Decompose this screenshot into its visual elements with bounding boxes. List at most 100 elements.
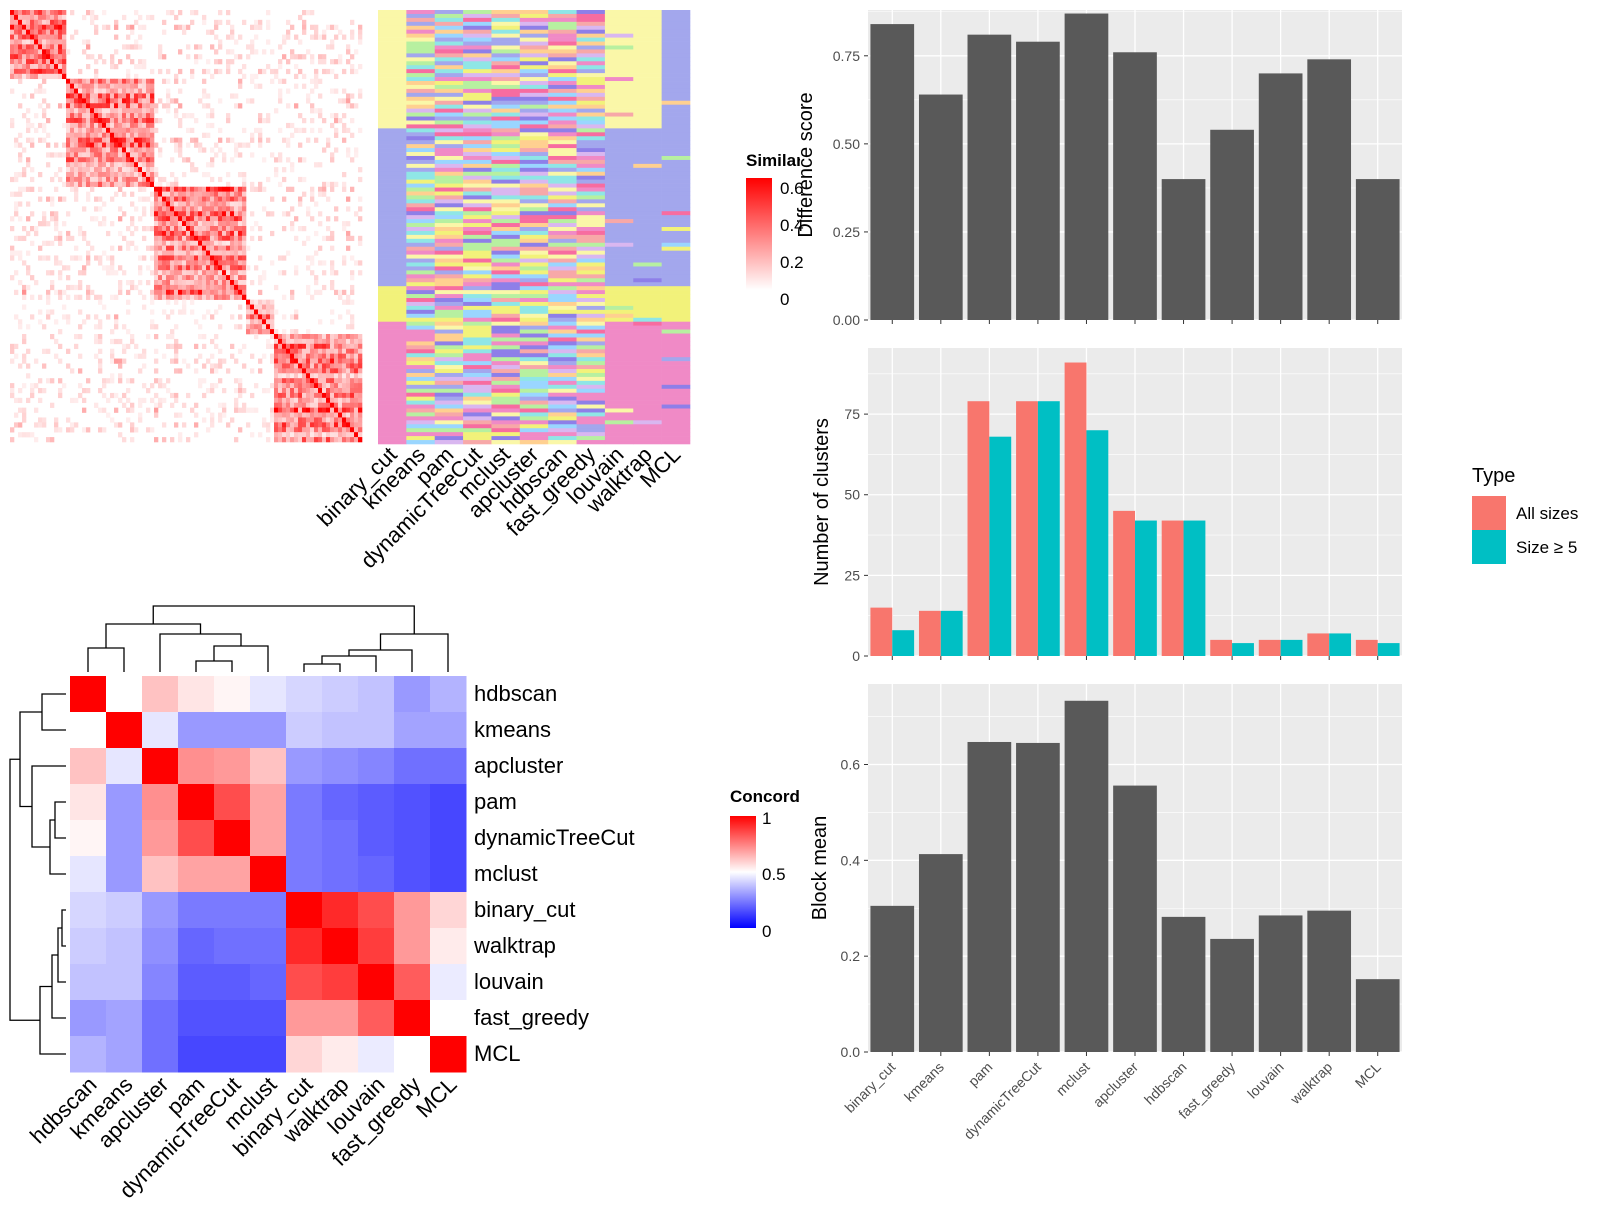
class-cell [548,144,577,149]
similarity-cell [194,137,199,143]
class-cell [604,357,634,362]
class-cell [406,333,436,338]
concordance-cell [214,1000,251,1037]
similarity-cell [278,388,283,394]
class-cell [633,96,662,102]
similarity-cell [70,422,75,428]
class-cell [548,420,577,425]
similarity-cell [126,118,131,124]
similarity-cell [122,152,127,158]
class-cell [604,65,634,70]
similarity-cell [298,201,303,207]
similarity-cell [178,294,183,300]
similarity-cell [266,113,271,119]
similarity-cell [222,186,227,192]
similarity-cell [210,211,215,217]
similarity-cell [234,206,239,212]
similarity-cell [358,167,363,173]
similarity-cell [218,44,223,50]
similarity-cell [114,19,119,26]
similarity-cell [98,152,103,158]
similarity-cell [150,201,155,207]
similarity-cell [198,221,203,227]
similarity-cell [138,137,143,143]
class-cell [463,372,492,378]
similarity-cell [118,78,123,84]
similarity-cell [94,68,99,75]
y-tick-label: 0.4 [841,852,861,868]
similarity-cell [186,191,191,197]
similarity-cell [178,240,183,246]
similarity-cell [106,24,111,30]
similarity-cell [150,427,155,433]
similarity-cell [178,230,183,237]
similarity-cell [322,368,327,374]
similarity-cell [106,167,111,173]
similarity-cell [62,221,67,227]
similarity-cell [342,221,347,227]
similarity-cell [130,176,135,183]
similarity-cell [110,122,115,129]
similarity-cell [182,216,187,222]
similarity-cell [322,118,327,124]
similarity-cell [82,397,87,404]
similarity-cell [346,363,351,369]
similarity-cell [298,343,303,350]
similarity-cell [62,24,67,30]
class-cell [576,155,606,161]
similarity-cell [290,289,295,296]
similarity-cell [206,196,211,202]
class-cell [406,353,436,358]
class-cell [406,294,436,299]
similarity-cell [346,422,351,428]
class-cell [491,219,521,224]
class-cell [604,258,634,263]
class-cell [604,345,634,350]
similarity-cell [294,338,299,345]
similarity-cell [182,245,187,251]
class-cell [519,416,549,421]
similarity-cell [250,44,255,50]
similarity-cell [294,309,299,315]
class-cell [491,440,521,445]
class-cell [604,408,634,413]
similarity-cell [150,319,155,325]
class-cell [378,341,407,346]
similarity-cell [50,309,55,315]
similarity-cell [318,59,323,65]
similarity-cell [270,412,275,418]
similarity-cell [330,358,335,364]
class-cell [378,211,407,216]
similarity-cell [198,147,203,153]
similarity-cell [350,412,355,418]
concordance-cell [322,784,359,821]
class-cell [633,108,662,113]
similarity-cell [50,201,55,207]
similarity-cell [22,167,27,173]
similarity-cell [210,294,215,300]
similarity-cell [166,221,171,227]
concordance-cell [70,676,107,713]
similarity-cell [158,402,163,408]
class-cell [463,108,492,113]
similarity-cell [186,260,191,266]
class-cell [548,140,577,145]
similarity-cell [26,34,31,40]
class-cell [548,207,577,212]
similarity-cell [10,343,15,350]
similarity-cell [278,378,283,384]
similarity-cell [102,176,107,183]
similarity-cell [30,240,35,246]
similarity-cell [226,172,231,178]
similarity-cell [290,437,295,443]
class-cell [576,428,606,433]
similarity-cell [314,388,319,394]
class-cell [604,412,634,417]
class-cell [519,380,549,386]
similarity-cell [258,118,263,124]
similarity-cell [90,142,95,148]
similarity-cell [82,388,87,394]
similarity-cell [26,19,31,26]
similarity-cell [226,181,231,188]
